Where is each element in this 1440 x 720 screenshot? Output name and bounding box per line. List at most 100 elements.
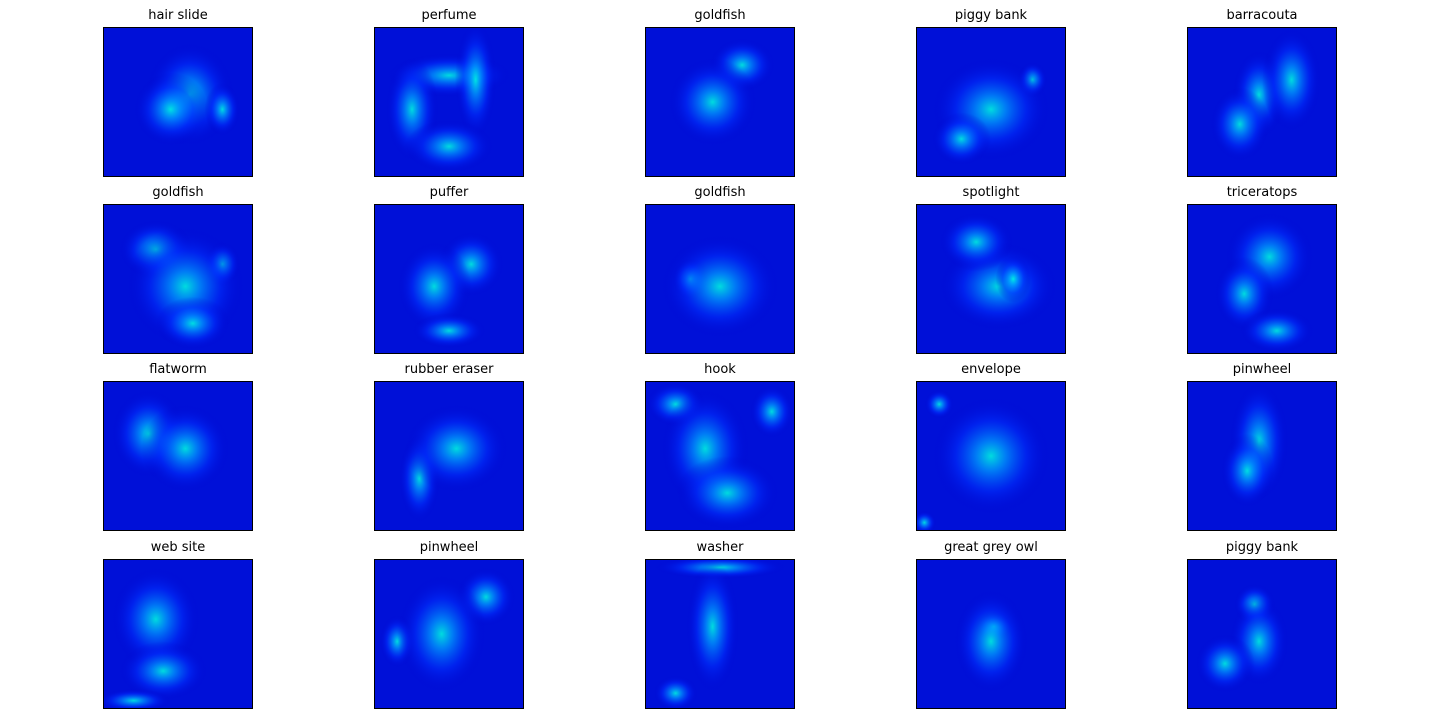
heatmap-svg — [375, 28, 523, 176]
heatmap-image — [103, 381, 253, 531]
panel-title: goldfish — [694, 8, 746, 23]
panel-title: piggy bank — [1225, 540, 1299, 555]
heatmap-image — [374, 204, 524, 354]
panel-title: goldfish — [152, 185, 204, 200]
heatmap-panel: rubber eraser — [374, 361, 524, 531]
heatmap-image — [645, 27, 795, 177]
heatmap-image — [374, 27, 524, 177]
heatmap-blob — [155, 296, 230, 351]
panel-title: envelope — [961, 362, 1021, 377]
heatmap-svg — [917, 382, 1065, 530]
heatmap-svg — [1188, 382, 1336, 530]
heatmap-image — [916, 559, 1066, 709]
heatmap-svg — [375, 560, 523, 708]
heatmap-panel: goldfish — [645, 184, 795, 354]
heatmap-image — [374, 559, 524, 709]
heatmap-panel: goldfish — [103, 184, 253, 354]
heatmap-svg — [917, 205, 1065, 353]
heatmap-image — [645, 381, 795, 531]
heatmap-svg — [917, 28, 1065, 176]
heatmap-blob — [141, 404, 230, 493]
heatmap-panel: washer — [645, 539, 795, 709]
heatmap-blob — [104, 688, 171, 708]
panel-title: perfume — [421, 8, 477, 23]
heatmap-panel: web site — [103, 539, 253, 709]
heatmap-blob — [675, 456, 780, 530]
panel-title: rubber eraser — [404, 362, 494, 377]
heatmap-blob — [1262, 28, 1322, 132]
panel-title: piggy bank — [954, 8, 1028, 23]
heatmap-panel: flatworm — [103, 361, 253, 531]
heatmap-blob — [397, 242, 472, 331]
heatmap-svg — [917, 560, 1065, 708]
heatmap-svg — [104, 205, 252, 353]
panel-title: spotlight — [962, 185, 1020, 200]
heatmap-image — [916, 381, 1066, 531]
heatmap-image — [374, 381, 524, 531]
heatmap-svg — [646, 28, 794, 176]
heatmap-blob — [685, 560, 740, 694]
heatmap-image — [645, 204, 795, 354]
heatmap-panel: spotlight — [916, 184, 1066, 354]
heatmap-blob — [931, 396, 1051, 516]
heatmap-image — [916, 204, 1066, 354]
heatmap-svg — [1188, 205, 1336, 353]
panel-title: hair slide — [148, 8, 208, 23]
heatmap-svg — [646, 382, 794, 530]
heatmap-svg — [646, 560, 794, 708]
heatmap-svg — [104, 560, 252, 708]
heatmap-blob — [1195, 634, 1255, 694]
panel-title: pinwheel — [1232, 362, 1292, 377]
heatmap-blob — [404, 404, 509, 493]
heatmap-panel: piggy bank — [916, 7, 1066, 177]
heatmap-svg — [1188, 560, 1336, 708]
heatmap-blob — [995, 255, 1031, 303]
panel-title: triceratops — [1226, 185, 1298, 200]
heatmap-panel: piggy bank — [1187, 539, 1337, 709]
heatmap-image — [103, 27, 253, 177]
heatmap-panel: puffer — [374, 184, 524, 354]
panel-title: great grey owl — [944, 540, 1038, 555]
heatmap-blob — [133, 72, 208, 147]
heatmap-blob — [749, 384, 794, 439]
heatmap-panel: great grey owl — [916, 539, 1066, 709]
heatmap-blob — [1220, 433, 1274, 508]
heatmap-panel: pinwheel — [374, 539, 524, 709]
panel-title: puffer — [429, 185, 469, 200]
heatmap-svg — [1188, 28, 1336, 176]
heatmap-blob — [118, 641, 208, 701]
panel-title: flatworm — [149, 362, 207, 377]
panel-title: barracouta — [1226, 8, 1298, 23]
heatmap-panel: envelope — [916, 361, 1066, 531]
panel-title: pinwheel — [419, 540, 479, 555]
heatmap-image — [1187, 204, 1337, 354]
heatmap-blob — [454, 28, 497, 139]
heatmap-blob — [660, 234, 780, 339]
heatmap-blob — [404, 119, 494, 174]
heatmap-image — [1187, 381, 1337, 531]
heatmap-blob — [1239, 308, 1314, 353]
heatmap-image — [103, 559, 253, 709]
panel-title: web site — [150, 540, 206, 555]
heatmap-image — [103, 204, 253, 354]
heatmap-blob — [954, 589, 1028, 694]
heatmap-image — [645, 559, 795, 709]
heatmap-blob — [1210, 87, 1270, 162]
panel-title: hook — [704, 362, 736, 377]
heatmap-blob — [924, 389, 954, 419]
heatmap-panel: triceratops — [1187, 184, 1337, 354]
heatmap-svg — [375, 382, 523, 530]
panel-title: washer — [696, 540, 744, 555]
panel-title: goldfish — [694, 185, 746, 200]
heatmap-blob — [653, 675, 698, 708]
heatmap-image — [1187, 559, 1337, 709]
heatmap-blob — [668, 57, 757, 147]
heatmap-svg — [104, 28, 252, 176]
heatmap-panel: barracouta — [1187, 7, 1337, 177]
heatmap-blob — [917, 510, 937, 530]
heatmap-panel: hair slide — [103, 7, 253, 177]
heatmap-image — [1187, 27, 1337, 177]
heatmap-panel: hook — [645, 361, 795, 531]
heatmap-panel: pinwheel — [1187, 361, 1337, 531]
heatmap-image — [916, 27, 1066, 177]
